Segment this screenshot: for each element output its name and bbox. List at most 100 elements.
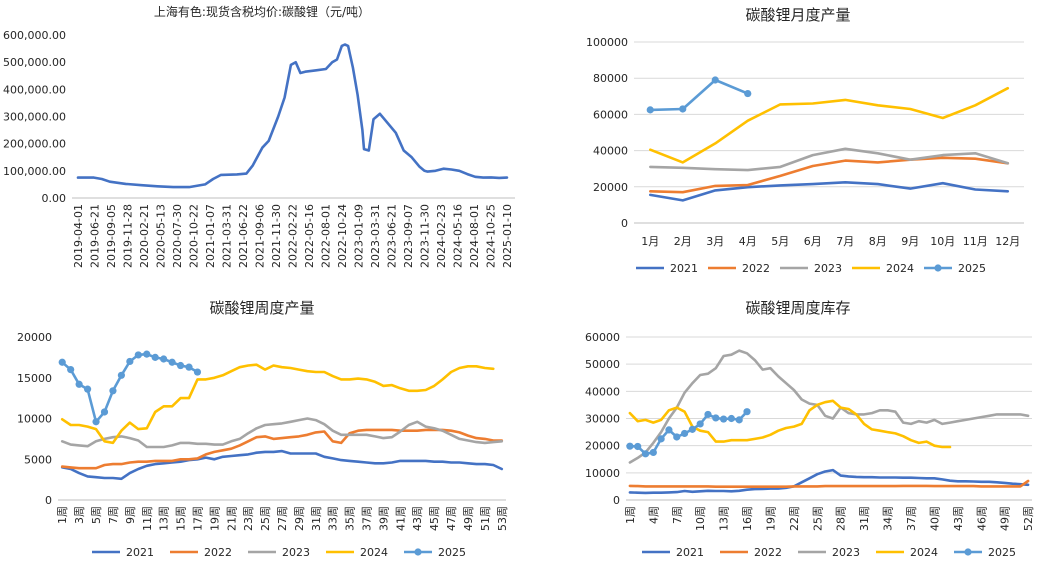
x-tick-label: 23周 <box>242 506 255 531</box>
y-tick-label: 400,000.00 <box>3 83 66 96</box>
data-point-2025 <box>641 450 650 458</box>
chart-weekly-inventory: 碳酸锂周度库存 0 10000 20000 30000 40000 50000 60000 1周… <box>534 292 1038 565</box>
legend-item-2021: 2021 <box>642 546 704 559</box>
data-point-2025 <box>185 363 193 371</box>
series-line-2021 <box>628 468 1030 495</box>
y-tick-label: 20000 <box>17 331 52 344</box>
weekly_output-svg: 碳酸锂周度产量 0 5000 10000 15000 20000 1周 3周 5周 7周 9周 11周… <box>17 299 509 559</box>
data-point-2025 <box>744 89 752 98</box>
x-tick-label: 33周 <box>327 506 340 531</box>
x-tick-label: 10月 <box>930 235 955 248</box>
y-tick-label: 30000 <box>585 413 620 426</box>
x-tick-label: 2024-05-16 <box>452 204 465 268</box>
x-tick-label: 2月 <box>674 235 692 248</box>
x-tick-label: 2019-06-21 <box>89 204 102 268</box>
y-tick-label: 600,000.00 <box>3 29 66 42</box>
data-point-2025 <box>712 414 720 422</box>
x-tick-label: 2022-08-01 <box>320 204 333 268</box>
x-tick-label: 1周 <box>624 506 637 524</box>
x-tick-label: 2022-05-16 <box>303 204 316 268</box>
x-tick-label: 47周 <box>445 506 458 531</box>
legend-item-2021: 2021 <box>92 546 154 559</box>
x-tick-label: 2023-03-31 <box>369 204 382 268</box>
data-point-2025 <box>109 387 117 395</box>
data-point-2025 <box>176 361 185 370</box>
series-line-2023 <box>628 349 1030 464</box>
x-tick-label: 11月 <box>963 235 988 248</box>
x-tick-label: 35周 <box>344 506 357 531</box>
legend-label: 2025 <box>438 546 466 559</box>
data-point-2025 <box>100 408 109 416</box>
x-tick-label: 49周 <box>999 506 1012 531</box>
x-tick-label: 2024-02-23 <box>435 204 448 268</box>
legend-label: 2021 <box>126 546 154 559</box>
y-tick-label: 15000 <box>17 372 52 385</box>
x-tick-label: 21周 <box>225 506 238 531</box>
series-line-2025 <box>649 78 750 112</box>
legend-item-2023: 2023 <box>798 546 860 559</box>
y-tick-label: 60000 <box>585 331 620 344</box>
x-tick-label: 9周 <box>124 506 137 524</box>
x-tick-label: 4周 <box>647 506 660 524</box>
x-tick-label: 9月 <box>901 235 919 248</box>
legend-item-2023: 2023 <box>780 262 842 275</box>
series-line-price <box>76 43 509 189</box>
monthly_output-svg: 碳酸锂月度产量 0 20000 40000 60000 80000 100000 1月 2月 3月… <box>586 6 1024 275</box>
x-tick-label: 46周 <box>975 506 988 531</box>
series-line-2024 <box>60 363 495 445</box>
x-tick-label: 53周 <box>496 506 509 531</box>
series-line-2023 <box>649 147 1010 172</box>
series-line-2024 <box>628 399 952 449</box>
x-tick-label: 7周 <box>671 506 684 524</box>
y-tick-label: 500,000.00 <box>3 56 66 69</box>
x-tick-label: 3周 <box>73 506 86 524</box>
legend-label: 2022 <box>754 546 782 559</box>
legend-label: 2022 <box>742 262 770 275</box>
x-tick-label: 31周 <box>310 506 323 531</box>
chart-price: 上海有色:现货含税均价:碳酸锂（元/吨） 0.00 100,000.00 200,00… <box>0 0 524 290</box>
data-point-2025 <box>92 418 100 426</box>
series-line-2023 <box>60 417 504 449</box>
data-point-2025 <box>679 105 687 113</box>
chart-title: 上海有色:现货含税均价:碳酸锂（元/吨） <box>154 4 370 19</box>
legend-item-2025: 2025 <box>954 546 1016 559</box>
x-tick-label: 2021-06-22 <box>237 204 250 268</box>
x-tick-label: 43周 <box>411 506 424 531</box>
x-tick-label: 7月 <box>836 235 854 248</box>
x-tick-label: 13周 <box>158 506 171 531</box>
data-point-2025 <box>117 371 125 379</box>
legend-label: 2024 <box>886 262 914 275</box>
x-tick-label: 25周 <box>259 506 272 531</box>
y-tick-label: 40000 <box>585 385 620 398</box>
data-point-2025 <box>193 368 202 376</box>
x-tick-label: 5周 <box>90 506 103 524</box>
data-point-2025 <box>83 385 92 393</box>
y-tick-label: 0 <box>45 494 52 507</box>
x-tick-label: 29周 <box>293 506 306 531</box>
x-tick-label: 5月 <box>771 235 789 248</box>
data-point-2025 <box>680 429 689 438</box>
y-tick-label: 80000 <box>593 72 628 85</box>
legend-marker <box>964 548 972 556</box>
x-tick-label: 2019-11-28 <box>122 204 135 268</box>
x-tick-label: 2025-01-10 <box>501 204 514 268</box>
y-tick-label: 20000 <box>585 440 620 453</box>
legend-label: 2023 <box>814 262 842 275</box>
x-tick-label: 28周 <box>835 506 848 531</box>
legend-label: 2023 <box>832 546 860 559</box>
y-tick-label: 20000 <box>593 181 628 194</box>
data-point-2025 <box>134 351 142 359</box>
data-point-2025 <box>67 366 75 374</box>
chart-title: 碳酸锂周度库存 <box>745 299 850 317</box>
legend-label: 2023 <box>282 546 310 559</box>
x-tick-label: 45周 <box>428 506 441 531</box>
series-line-2021 <box>60 449 504 481</box>
x-tick-label: 2021-03-31 <box>221 204 234 268</box>
data-point-2025 <box>719 415 728 423</box>
y-tick-label: 0 <box>621 217 628 230</box>
legend-item-2022: 2022 <box>708 262 770 275</box>
data-point-2025 <box>727 414 736 423</box>
x-tick-label: 2023-11-30 <box>419 204 432 268</box>
data-point-2025 <box>646 106 654 114</box>
data-point-2025 <box>126 357 134 366</box>
